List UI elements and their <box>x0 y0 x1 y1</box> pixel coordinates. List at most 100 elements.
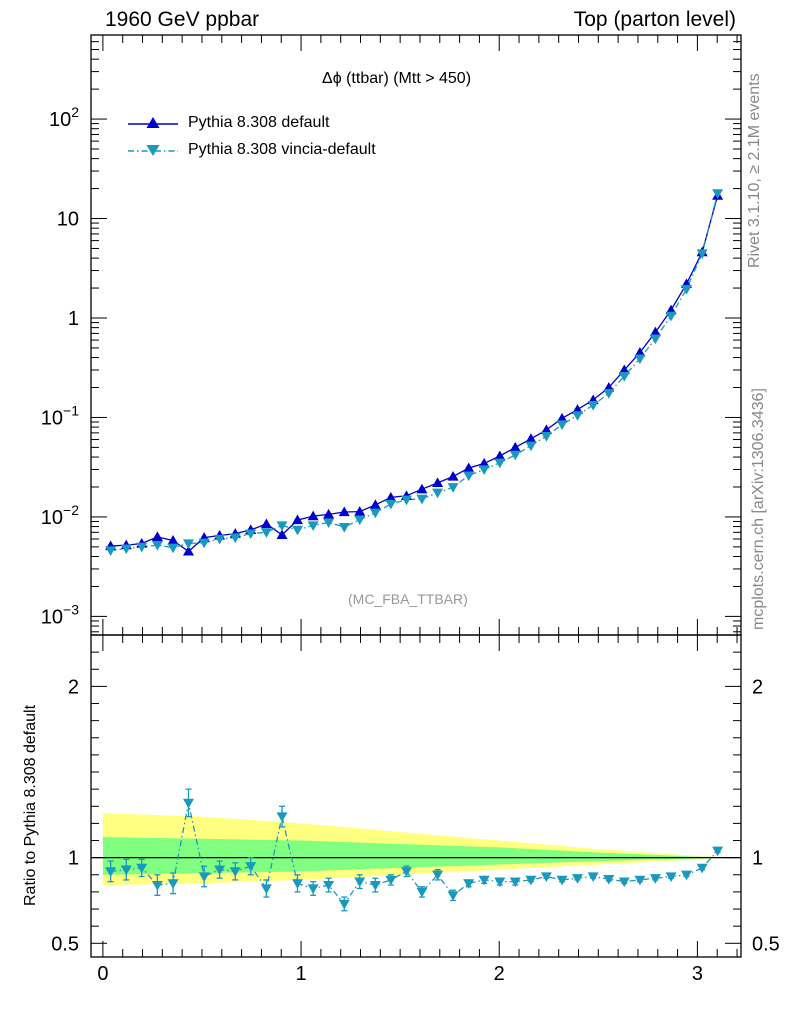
data-point-series-1 <box>183 539 194 550</box>
ratio-data-point <box>400 867 412 877</box>
data-point-series-1 <box>214 534 226 545</box>
ratio-data-point <box>260 884 272 894</box>
ratio-data-point <box>338 899 350 910</box>
ratio-data-point <box>245 862 257 872</box>
data-point-series-1 <box>416 494 428 505</box>
data-point-series-1 <box>432 488 444 499</box>
data-point-series-1 <box>307 521 319 531</box>
data-point-series-1 <box>494 458 506 469</box>
data-point-series-1 <box>229 533 241 544</box>
plot-title: Δϕ (ttbar) (Mtt > 450) <box>322 70 472 87</box>
data-point-series-1 <box>105 546 117 556</box>
y-tick-label: 10−3 <box>41 601 79 628</box>
ratio-data-point <box>120 865 132 876</box>
data-point-series-0 <box>618 364 630 375</box>
data-point-series-0 <box>151 531 163 542</box>
data-point-series-1 <box>198 538 210 549</box>
data-point-series-1 <box>291 525 303 536</box>
data-point-series-0 <box>385 491 397 502</box>
ratio-data-point <box>494 877 506 888</box>
data-point-series-1 <box>400 495 412 506</box>
ratio-data-point <box>369 880 381 891</box>
analysis-watermark: (MC_FBA_TTBAR) <box>348 591 468 607</box>
data-point-series-0 <box>432 477 444 487</box>
data-point-series-0 <box>260 518 272 529</box>
data-point-series-0 <box>416 483 428 494</box>
ratio-data-point <box>634 875 646 886</box>
data-point-series-1 <box>276 521 288 531</box>
ratio-data-point <box>416 887 428 898</box>
data-point-series-1 <box>540 431 552 442</box>
data-point-series-1 <box>447 483 459 493</box>
x-tick-label: 2 <box>494 963 505 985</box>
series-lines <box>110 193 719 905</box>
data-point-series-1 <box>478 465 490 475</box>
ratio-data-point <box>525 875 537 886</box>
data-point-series-0 <box>634 346 646 357</box>
data-point-series-1 <box>323 518 335 528</box>
header-left: 1960 GeV ppbar <box>105 8 260 31</box>
ratio-data-point <box>587 872 599 882</box>
ratio-data-point <box>478 875 490 886</box>
ratio-data-point <box>556 875 568 886</box>
data-point-series-1 <box>385 499 397 510</box>
data-point-series-1 <box>151 541 163 551</box>
data-point-series-0 <box>323 508 335 519</box>
data-point-series-0 <box>556 412 568 423</box>
ratio-data-point <box>323 880 335 891</box>
data-point-series-1 <box>681 285 693 295</box>
data-point-series-1 <box>618 372 630 382</box>
y-tick-label: 1 <box>68 308 79 330</box>
ratio-series-line <box>110 802 719 905</box>
data-point-series-0 <box>649 326 661 337</box>
data-point-series-0 <box>183 545 194 556</box>
data-point-series-0 <box>447 470 459 481</box>
series-markers <box>105 189 724 912</box>
data-point-series-0 <box>307 510 319 521</box>
legend-symbols <box>128 117 178 156</box>
ratio-y-tick-label-left: 0.5 <box>51 933 79 955</box>
rivet-label: Rivet 3.1.10, ≥ 2.1M events <box>746 73 763 268</box>
x-tick-label: 1 <box>295 963 306 985</box>
data-point-series-1 <box>696 249 708 260</box>
ratio-data-point <box>198 872 210 882</box>
data-point-series-1 <box>245 529 257 540</box>
legend-default-marker <box>146 117 160 128</box>
data-point-series-1 <box>525 441 537 452</box>
ratio-plot-frame <box>90 634 742 958</box>
y-tick-label: 10 <box>57 209 79 231</box>
axis-ticks <box>91 34 741 957</box>
y-tick-label: 102 <box>49 104 79 131</box>
x-tick-label: 3 <box>692 963 703 985</box>
ratio-data-point <box>618 877 630 888</box>
data-point-series-0 <box>494 450 506 461</box>
data-point-series-0 <box>463 462 475 473</box>
ratio-data-point <box>354 877 366 888</box>
ratio-data-point <box>712 846 724 857</box>
ratio-data-point <box>572 874 584 884</box>
ratio-data-point <box>696 863 708 874</box>
ratio-data-point <box>291 879 303 889</box>
data-point-series-1 <box>587 401 599 411</box>
data-point-series-1 <box>338 522 350 533</box>
ratio-data-point <box>214 865 226 876</box>
data-point-series-1 <box>167 543 179 554</box>
mcplots-label: mcplots.cern.ch [arXiv:1306.3436] <box>750 388 767 630</box>
data-point-series-1 <box>634 354 646 365</box>
ratio-data-point <box>183 798 194 809</box>
y-tick-label: 10−2 <box>41 502 79 529</box>
data-point-series-1 <box>136 542 148 553</box>
ratio-y-tick-label-right: 1 <box>752 848 763 870</box>
data-point-series-1 <box>572 411 584 421</box>
legend-vincia-marker <box>146 145 160 156</box>
data-point-series-1 <box>120 544 132 555</box>
data-point-series-1 <box>712 189 724 199</box>
data-point-series-0 <box>338 506 350 517</box>
ratio-data-point <box>307 884 319 894</box>
data-point-series-0 <box>369 499 381 510</box>
legend-label-vincia: Pythia 8.308 vincia-default <box>188 141 376 158</box>
ratio-data-point <box>681 870 693 881</box>
data-point-series-1 <box>369 508 381 519</box>
data-point-series-1 <box>556 420 568 430</box>
data-point-series-1 <box>665 311 677 322</box>
